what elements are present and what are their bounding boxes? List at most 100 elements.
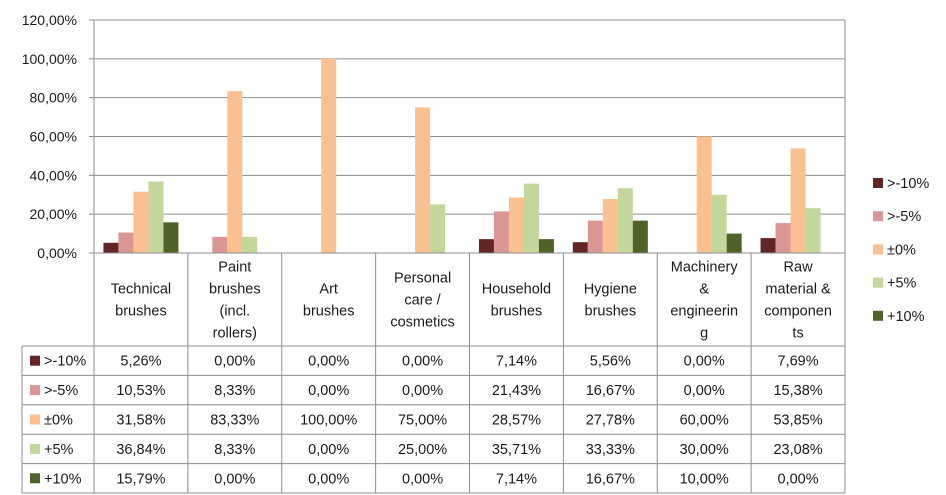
- category-label: care /: [404, 293, 441, 309]
- bar: [493, 211, 509, 253]
- bar: [163, 222, 179, 253]
- data-label: 0,00%: [308, 442, 349, 458]
- category-label: Raw: [784, 260, 814, 276]
- bar: [148, 181, 164, 253]
- data-label: 0,00%: [684, 383, 725, 399]
- bar: [415, 107, 431, 253]
- bar: [508, 197, 524, 253]
- bar: [538, 239, 554, 253]
- bar: [523, 183, 539, 253]
- category-label: brushes: [585, 304, 637, 320]
- bar: [478, 239, 494, 253]
- data-label: 5,26%: [120, 354, 161, 370]
- bar: [430, 204, 446, 253]
- data-label: 27,78%: [586, 413, 635, 429]
- table-series-label: +5%: [44, 442, 74, 458]
- bar: [242, 236, 258, 253]
- y-tick-label: 20,00%: [30, 206, 77, 222]
- data-label: 8,33%: [214, 442, 255, 458]
- category-label: material &: [765, 282, 831, 298]
- y-tick-label: 120,00%: [22, 12, 77, 28]
- table-series-label: +10%: [44, 471, 82, 487]
- y-tick-label: 100,00%: [22, 51, 77, 67]
- category-label: brushes: [115, 304, 167, 320]
- data-label: 10,00%: [680, 471, 729, 487]
- data-label: 0,00%: [402, 354, 443, 370]
- category-label: Paint: [218, 260, 251, 276]
- data-label: 83,33%: [210, 413, 259, 429]
- category-label: brushes: [209, 282, 261, 298]
- y-tick-label: 80,00%: [30, 90, 77, 106]
- category-label: &: [699, 282, 709, 298]
- data-label: 0,00%: [308, 383, 349, 399]
- data-label: 10,53%: [116, 383, 165, 399]
- data-label: 100,00%: [300, 413, 357, 429]
- category-label: Art: [319, 282, 338, 298]
- table-series-key: [30, 385, 40, 396]
- category-label: engineerin: [670, 304, 738, 320]
- data-label: 15,79%: [116, 471, 165, 487]
- legend-swatch: [873, 211, 883, 222]
- legend-label: +10%: [887, 309, 925, 325]
- y-tick-label: 60,00%: [30, 129, 77, 145]
- bar: [617, 188, 633, 253]
- legend-label: +5%: [887, 276, 917, 292]
- data-label: 16,67%: [586, 471, 635, 487]
- data-label: 31,58%: [116, 413, 165, 429]
- data-label: 0,00%: [778, 471, 819, 487]
- data-label: 16,67%: [586, 383, 635, 399]
- data-label: 7,14%: [496, 354, 537, 370]
- legend-swatch: [873, 310, 883, 321]
- category-label: g: [700, 326, 708, 342]
- category-label: brushes: [303, 304, 355, 320]
- bar: [790, 148, 806, 253]
- data-label: 0,00%: [308, 354, 349, 370]
- bar: [805, 208, 821, 253]
- y-tick-label: 40,00%: [30, 167, 77, 183]
- bar: [632, 220, 648, 253]
- data-label: 23,08%: [773, 442, 822, 458]
- legend-label: >-5%: [887, 209, 921, 225]
- table-series-key: [30, 473, 40, 484]
- category-label: Hygiene: [584, 282, 637, 298]
- data-label: 8,33%: [214, 383, 255, 399]
- category-label: cosmetics: [390, 315, 454, 331]
- data-label: 7,14%: [496, 471, 537, 487]
- y-tick-label: 0,00%: [37, 245, 77, 261]
- data-label: 75,00%: [398, 413, 447, 429]
- data-label: 33,33%: [586, 442, 635, 458]
- table-series-label: >-5%: [44, 383, 78, 399]
- data-label: 35,71%: [492, 442, 541, 458]
- data-label: 60,00%: [680, 413, 729, 429]
- category-label: ts: [792, 326, 803, 342]
- data-label: 28,57%: [492, 413, 541, 429]
- data-label: 5,56%: [590, 354, 631, 370]
- data-label: 15,38%: [773, 383, 822, 399]
- legend-swatch: [873, 178, 883, 188]
- bar: [103, 242, 119, 253]
- bar: [212, 236, 228, 253]
- bar: [711, 194, 727, 253]
- category-label: Personal: [394, 271, 451, 287]
- bar: [760, 238, 776, 253]
- bar: [321, 58, 337, 254]
- bar: [133, 191, 149, 253]
- table-series-label: ±0%: [44, 413, 73, 429]
- legend-label: >-10%: [887, 176, 929, 192]
- data-label: 0,00%: [214, 354, 255, 370]
- table-series-label: >-10%: [44, 354, 86, 370]
- legend-swatch: [873, 244, 883, 255]
- bar: [572, 242, 588, 253]
- category-label: Technical: [111, 282, 171, 298]
- data-label: 0,00%: [308, 471, 349, 487]
- category-label: Household: [482, 282, 551, 298]
- bar: [602, 199, 618, 253]
- bar: [726, 233, 742, 253]
- bar: [696, 136, 712, 253]
- legend-label: ±0%: [887, 242, 916, 258]
- data-label: 21,43%: [492, 383, 541, 399]
- bar: [118, 232, 134, 253]
- data-label: 0,00%: [684, 354, 725, 370]
- table-series-key: [30, 355, 40, 366]
